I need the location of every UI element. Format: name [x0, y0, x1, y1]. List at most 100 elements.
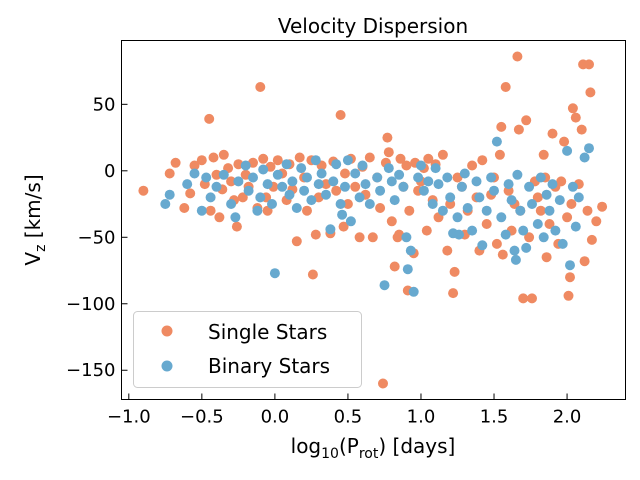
binary-stars-point-13	[243, 185, 254, 196]
chart-title: Velocity Dispersion	[278, 14, 468, 38]
binary-stars-point-56	[401, 232, 412, 243]
single-stars-point-37	[294, 152, 305, 163]
binary-stars-point-46	[360, 179, 371, 190]
y-axis-title-base: V	[21, 252, 45, 266]
single-stars-point-122	[544, 219, 555, 229]
single-stars-point-41	[307, 269, 318, 280]
binary-stars-point-36	[328, 176, 339, 187]
binary-stars-point-50	[379, 280, 390, 291]
single-stars-point-129	[563, 290, 574, 301]
single-stars-point-127	[559, 136, 570, 147]
binary-stars-point-95	[527, 199, 537, 209]
single-stars-point-67	[389, 261, 400, 272]
binary-stars-point-9	[226, 199, 237, 209]
single-stars-point-105	[500, 82, 511, 92]
binary-stars-point-97	[535, 172, 546, 183]
single-stars-point-26	[258, 153, 269, 164]
single-stars-point-12	[214, 212, 225, 223]
binary-stars-point-100	[544, 205, 555, 216]
binary-stars-point-55	[398, 181, 409, 192]
x-axis-ticks: −1.0 −0.5 0.0 0.5 1.0 1.5 2.0	[107, 393, 581, 428]
binary-stars-point-49	[375, 185, 386, 196]
single-stars-point-110	[513, 124, 524, 135]
binary-stars-point-59	[408, 286, 419, 297]
single-stars-point-58	[364, 152, 375, 163]
single-stars-point-48	[331, 185, 342, 196]
binary-stars-point-74	[459, 168, 470, 179]
binary-stars-point-18	[262, 179, 273, 190]
binary-stars-point-83	[491, 136, 502, 147]
single-stars-point-14	[218, 149, 229, 160]
binary-stars-point-43	[350, 168, 361, 179]
binary-stars-point-40	[340, 181, 350, 192]
binary-stars-point-78	[474, 192, 485, 203]
binary-stars-point-6	[205, 192, 216, 203]
binary-stars-point-103	[554, 195, 565, 206]
binary-stars-point-93	[521, 242, 532, 253]
single-stars-point-80	[421, 225, 432, 236]
single-stars-point-66	[386, 216, 397, 227]
single-stars-point-104	[497, 249, 508, 260]
single-stars-point-88	[448, 288, 459, 299]
binary-stars-point-3	[189, 168, 200, 179]
x-axis-title-sub2: rot	[359, 446, 379, 462]
single-stars-point-36	[291, 236, 302, 247]
single-stars-point-52	[342, 199, 353, 209]
binary-stars-point-92	[518, 225, 529, 236]
single-stars-point-140	[585, 87, 596, 98]
single-stars-point-133	[570, 112, 581, 123]
single-stars-point-81	[423, 153, 434, 164]
single-stars-point-42	[310, 229, 321, 240]
binary-stars-point-109	[573, 192, 584, 203]
binary-stars-point-10	[230, 212, 241, 223]
y-axis-title-sub: z	[33, 245, 49, 252]
single-stars-point-94	[467, 160, 478, 171]
binary-stars-point-91	[515, 205, 526, 216]
x-tick-label: −1.0	[107, 407, 151, 428]
x-tick-label: −0.5	[180, 407, 224, 428]
single-stars-point-9	[205, 205, 216, 216]
binary-stars-point-68	[442, 172, 453, 183]
binary-stars-point-86	[503, 179, 514, 190]
binary-stars-point-53	[389, 195, 400, 206]
binary-stars-point-45	[357, 160, 368, 171]
single-stars-point-114	[524, 232, 535, 243]
single-stars-point-143	[597, 201, 608, 212]
binary-stars-point-111	[584, 143, 594, 154]
single-stars-point-72	[401, 160, 412, 171]
binary-stars-point-15	[252, 205, 263, 216]
binary-stars-point-57	[402, 264, 413, 275]
binary-stars-point-19	[267, 199, 277, 209]
binary-stars-point-22	[277, 181, 288, 192]
binary-stars-point-5	[201, 172, 212, 183]
binary-stars-point-1	[164, 189, 175, 200]
single-stars-point-118	[535, 205, 546, 216]
single-stars-point-59	[367, 232, 378, 243]
single-stars-point-135	[576, 124, 587, 135]
single-stars-point-6	[196, 155, 207, 166]
single-stars-point-16	[226, 176, 237, 187]
binary-stars-point-33	[316, 168, 327, 179]
single-stars-point-10	[208, 152, 219, 163]
x-tick-label: 0.0	[261, 407, 290, 428]
binary-stars-point-71	[452, 212, 463, 223]
y-axis-title-tail: [km/s]	[21, 174, 45, 244]
binary-stars-point-98	[538, 232, 549, 243]
binary-stars-point-76	[467, 225, 478, 236]
x-tick-label: 1.5	[480, 407, 509, 428]
binary-stars-point-17	[258, 164, 269, 175]
single-stars-point-1	[164, 168, 175, 179]
single-stars-point-128	[562, 212, 573, 223]
binary-stars-point-11	[233, 176, 244, 187]
single-stars-point-117	[532, 192, 543, 203]
binary-stars-point-47	[364, 199, 375, 209]
single-stars-point-25	[255, 82, 266, 92]
binary-stars-point-61	[416, 160, 426, 171]
legend: Single Stars Binary Stars	[133, 311, 362, 388]
binary-stars-point-110	[579, 152, 590, 163]
binary-stars-point-69	[445, 192, 456, 203]
binary-stars-point-87	[506, 195, 517, 206]
binary-stars-point-108	[570, 221, 581, 232]
single-stars-point-55	[354, 232, 365, 243]
